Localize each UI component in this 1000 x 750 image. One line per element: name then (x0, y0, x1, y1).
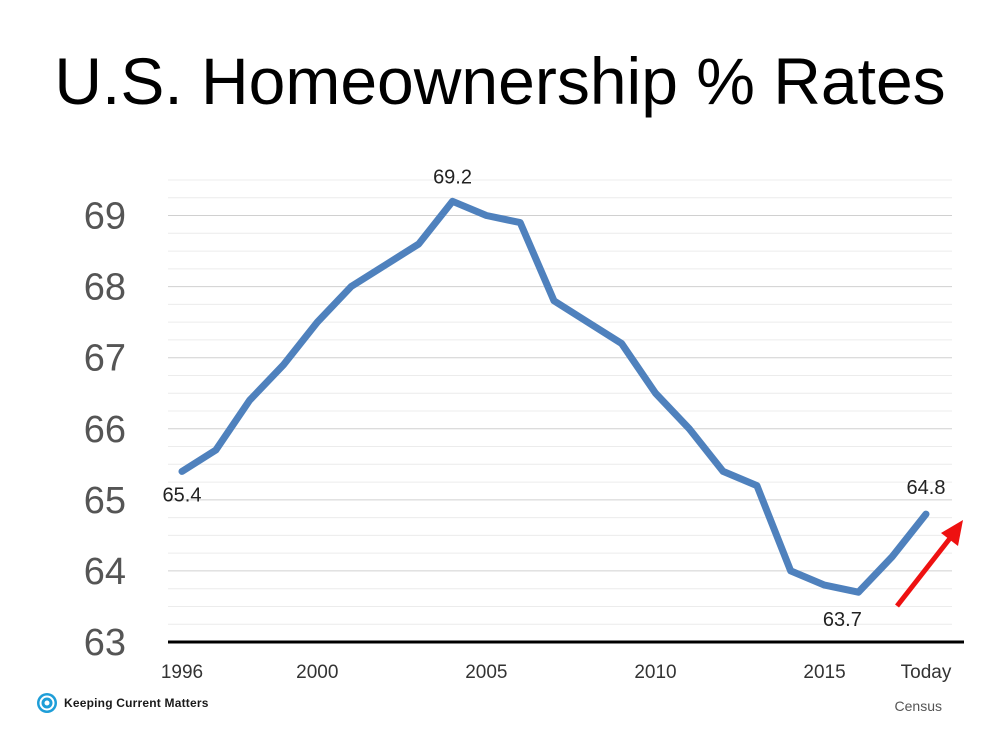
brand-name: Keeping Current Matters (64, 696, 209, 710)
y-tick-label: 64 (84, 551, 126, 593)
y-axis-ticks: 63 64 65 66 67 68 69 (84, 196, 126, 664)
data-labels: 65.4 69.2 63.7 64.8 (163, 166, 946, 631)
x-tick-label: 1996 (161, 662, 203, 683)
y-tick-label: 66 (84, 409, 126, 451)
x-tick-label: 2005 (465, 662, 507, 683)
x-tick-label: 2015 (803, 662, 845, 683)
chart-title: U.S. Homeownership % Rates (54, 44, 946, 118)
y-tick-label: 69 (84, 196, 126, 238)
data-label: 64.8 (907, 477, 946, 499)
gridlines (168, 179, 952, 625)
source-label: Census (894, 698, 942, 714)
x-tick-label: 2010 (634, 662, 676, 683)
x-tick-label: Today (901, 662, 952, 683)
y-tick-label: 63 (84, 622, 126, 664)
swirl-logo-icon (37, 693, 57, 713)
series-line-homeownership (178, 197, 930, 596)
arrow-head (941, 520, 963, 546)
brand-logo: Keeping Current Matters (36, 692, 209, 714)
trend-arrow (895, 520, 963, 608)
data-label: 65.4 (163, 484, 202, 506)
y-tick-label: 67 (84, 338, 126, 380)
y-tick-label: 68 (84, 267, 126, 309)
arrow-shaft (895, 535, 953, 608)
y-tick-label: 65 (84, 480, 126, 522)
data-label: 69.2 (433, 166, 472, 188)
x-axis-ticks: 1996 2000 2005 2010 2015 Today (161, 662, 952, 683)
x-tick-label: 2000 (296, 662, 338, 683)
data-label: 63.7 (823, 609, 862, 631)
line-chart: 63 64 65 66 67 68 69 1996 2000 2005 2010 2015 Today… (84, 166, 964, 683)
